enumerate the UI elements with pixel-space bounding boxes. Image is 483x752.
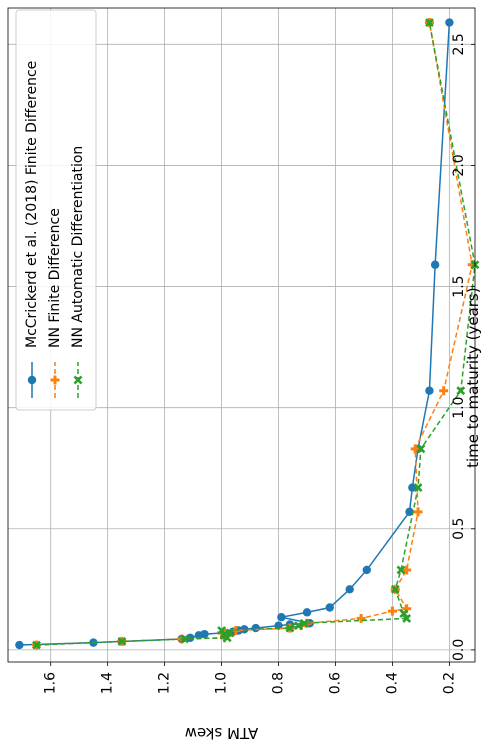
data-point — [405, 507, 414, 517]
data-point — [302, 608, 312, 617]
legend-label: NN Finite Difference — [47, 208, 63, 348]
data-point — [325, 603, 334, 612]
tick-label-skew: 1.4 — [100, 672, 116, 694]
data-point — [285, 623, 295, 633]
data-point — [217, 626, 226, 635]
legend-label: McCrickerd et al. (2018) Finite Differen… — [24, 61, 40, 348]
plot-frame — [7, 7, 476, 663]
data-point — [32, 640, 41, 650]
legend-entry-3: NN Automatic Differentiation — [70, 146, 86, 398]
tick-label-maturity: 1.0 — [451, 397, 467, 419]
tick-label-skew: 0.2 — [441, 672, 457, 694]
data-point — [410, 444, 420, 454]
tick-label-skew: 0.6 — [327, 672, 343, 694]
data-point — [387, 606, 397, 616]
legend-entry-1: McCrickerd et al. (2018) Finite Differen… — [24, 61, 40, 398]
data-point — [456, 386, 466, 396]
data-point — [200, 629, 209, 639]
data-point — [294, 621, 303, 631]
tick-label-maturity: 2.0 — [451, 154, 467, 176]
data-point — [439, 386, 449, 396]
y-axis-label: ATM skew — [185, 724, 258, 742]
legend-marker — [73, 375, 83, 385]
tick-label-maturity: 2.5 — [451, 33, 467, 55]
series-line — [36, 22, 476, 646]
data-point — [425, 386, 434, 395]
tick-label-skew: 1.0 — [214, 672, 230, 694]
data-point — [345, 585, 354, 594]
data-point — [396, 565, 406, 575]
data-point — [225, 628, 235, 638]
tick-label-maturity: 1.5 — [451, 275, 467, 297]
data-point — [413, 483, 423, 493]
data-point — [251, 623, 260, 633]
legend-box — [15, 9, 97, 411]
legend: McCrickerd et al. (2018) Finite Differen… — [15, 9, 97, 411]
tick-label-skew: 0.4 — [384, 672, 400, 694]
data-point — [445, 18, 454, 27]
tick-label-maturity: 0.5 — [451, 518, 467, 540]
tick-label-skew: 0.8 — [271, 672, 287, 694]
tick-label-skew: 1.6 — [43, 672, 59, 694]
data-point — [356, 613, 366, 623]
axis-ticks: 1.6 1.4 1.2 1.0 0.8 0.6 0.4 0.2 0.0 0.5 1.0 1.5 2.0 2… — [43, 33, 475, 694]
data-point — [425, 18, 434, 27]
tick-label-maturity: 0.0 — [451, 639, 467, 661]
data-point — [117, 636, 127, 646]
legend-marker — [27, 375, 37, 385]
series-2 — [31, 18, 477, 650]
series-group — [15, 18, 480, 650]
x-axis-label: time to maturity (years) — [464, 287, 482, 468]
data-point — [277, 612, 286, 622]
legend-label: NN Automatic Differentiation — [70, 146, 86, 348]
data-point — [15, 640, 24, 650]
data-point — [413, 507, 423, 517]
tick-label-skew: 1.2 — [157, 672, 173, 694]
data-point — [430, 260, 440, 269]
data-point — [180, 634, 189, 644]
data-point — [362, 565, 371, 575]
data-point — [390, 584, 400, 594]
series-line — [36, 22, 473, 646]
data-point — [299, 618, 309, 628]
data-point — [402, 565, 412, 575]
data-point — [399, 609, 409, 618]
legend-marker — [50, 375, 60, 385]
series-3 — [32, 18, 480, 650]
legend-entry-2: NN Finite Difference — [47, 208, 63, 398]
data-point — [416, 444, 426, 454]
data-point — [402, 613, 412, 623]
